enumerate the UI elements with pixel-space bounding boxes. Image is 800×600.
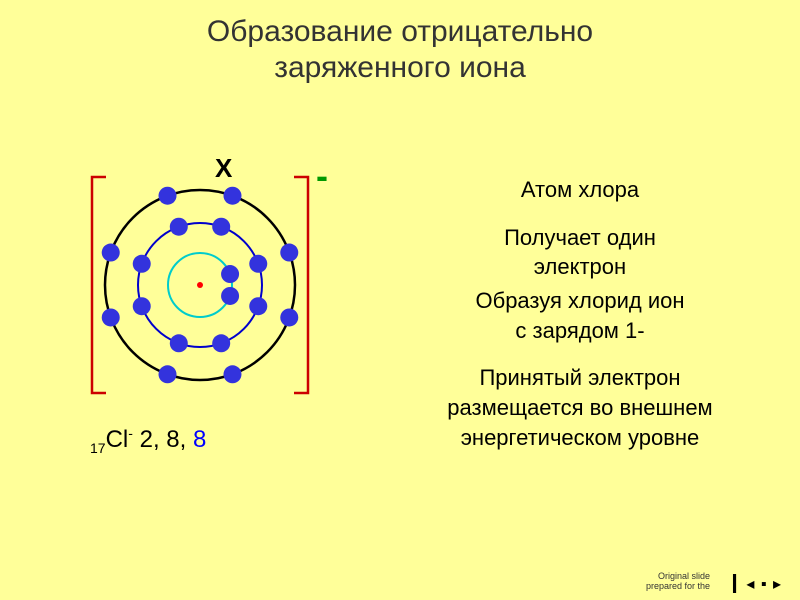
atom-diagram: X - (50, 155, 350, 455)
atomic-number: 17 (90, 440, 106, 456)
shell-1-count: 2, (133, 426, 166, 453)
footer-credit: Original slide prepared for the (646, 572, 710, 592)
atom-name: Атом хлора (380, 175, 780, 205)
atom-svg (50, 155, 350, 425)
page-title: Образование отрицательно заряженного ион… (0, 0, 800, 86)
electron-configuration: 17Cl- 2, 8, 8 (90, 425, 206, 456)
paragraph-2: Образуя хлорид ион с зарядом 1- (380, 286, 780, 345)
title-line-1: Образование отрицательно (207, 15, 593, 48)
title-line-2: заряженного иона (274, 51, 526, 84)
logo-icon: ▎◂ ▪ ▸ (733, 574, 782, 594)
shell-2-count: 8, (166, 426, 193, 453)
description-text: Атом хлора Получает один электрон Образу… (380, 175, 780, 471)
paragraph-3: Принятый электрон размещается во внешнем… (380, 363, 780, 452)
paragraph-1: Получает один электрон (380, 223, 780, 282)
element-symbol: Cl (106, 426, 129, 453)
shell-3-count: 8 (193, 426, 206, 453)
x-mark: X (215, 153, 232, 184)
minus-sign: - (316, 155, 328, 197)
